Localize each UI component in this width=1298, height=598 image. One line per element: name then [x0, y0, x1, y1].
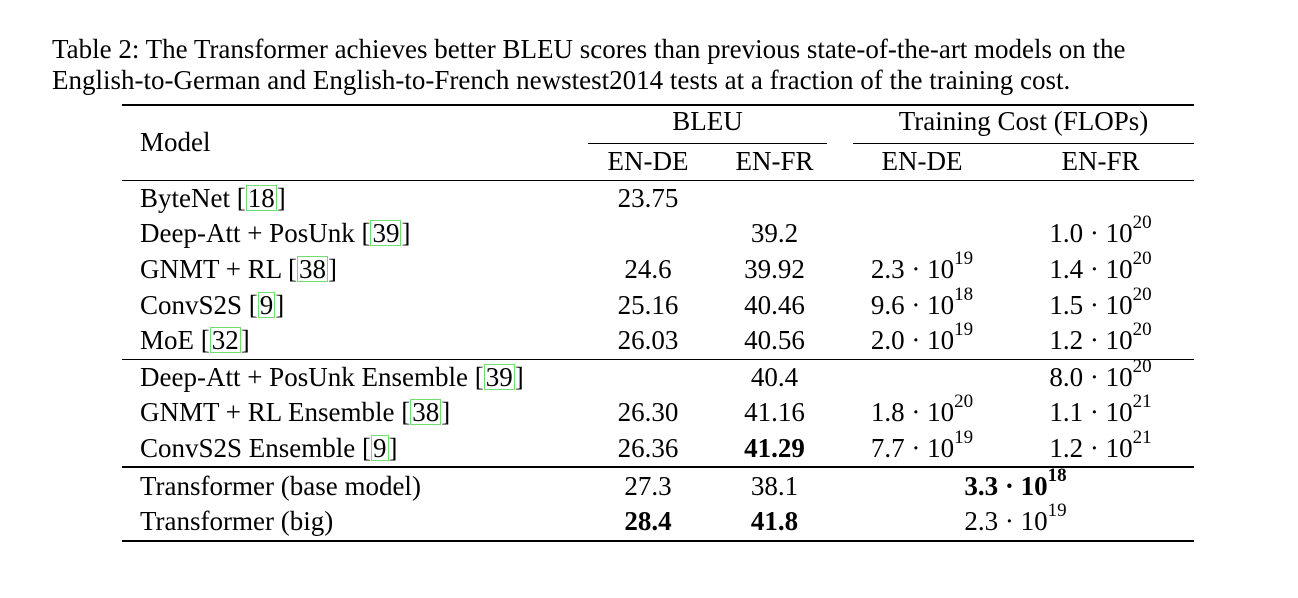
bleu-en-de: 26.30	[617, 397, 679, 428]
bleu-en-fr: 38.1	[750, 470, 799, 501]
cost-en-de	[837, 180, 1007, 216]
cost-en-fr: 8.0 · 1020	[1049, 355, 1152, 392]
cost-en-de: 1.8 · 1020	[870, 391, 974, 428]
bleu-en-de: 28.4	[624, 506, 672, 537]
model-name: Transformer (big)	[140, 506, 334, 537]
bleu-en-de	[584, 216, 712, 252]
header-bleu-en-de: EN-DE	[607, 146, 689, 177]
model-name: MoE [32]	[140, 325, 250, 356]
citation-link[interactable]: 32	[209, 325, 241, 356]
citation-link[interactable]: 38	[410, 397, 442, 428]
table-row: ByteNet [18] 23.75	[122, 180, 1194, 216]
table-row: GNMT + RL Ensemble [38] 26.30 41.16 1.8 …	[122, 391, 1194, 431]
header-cost-en-fr: EN-FR	[1061, 146, 1140, 177]
bleu-en-de	[584, 359, 712, 395]
header-bleu-en-fr: EN-FR	[735, 146, 814, 177]
bleu-en-de: 27.3	[624, 470, 672, 501]
header-bleu-label: BLEU	[588, 106, 827, 144]
cost-en-de: 7.7 · 1019	[870, 427, 974, 464]
model-name: Deep-Att + PosUnk Ensemble [39]	[140, 361, 524, 392]
citation-link[interactable]: 9	[371, 433, 389, 464]
bleu-en-de: 26.36	[617, 433, 679, 464]
bleu-en-fr: 41.8	[750, 506, 799, 537]
table-row: Transformer (big) 28.4 41.8 2.3 · 1019	[122, 500, 1194, 541]
bleu-en-de: 26.03	[617, 325, 679, 356]
model-name: Transformer (base model)	[140, 470, 421, 501]
cost-combined: 3.3 · 1018	[964, 464, 1067, 501]
citation-link[interactable]: 9	[257, 289, 276, 320]
bleu-en-fr: 39.92	[744, 254, 805, 285]
bleu-en-de: 23.75	[617, 182, 679, 213]
bleu-en-fr: 41.16	[744, 397, 805, 428]
table-row: Deep-Att + PosUnk [39] 39.2 1.0 · 1020	[122, 212, 1194, 252]
bleu-en-de: 25.16	[617, 289, 679, 320]
citation-link[interactable]: 39	[483, 361, 515, 392]
cost-combined: 2.3 · 1019	[964, 500, 1067, 537]
table-caption: Table 2: The Transformer achieves better…	[52, 34, 1282, 96]
cost-en-de	[837, 216, 1007, 252]
model-name: ByteNet [18]	[140, 182, 286, 213]
table-row: GNMT + RL [38] 24.6 39.92 2.3 · 1019 1.4…	[122, 248, 1194, 288]
bleu-en-de: 24.6	[624, 254, 672, 285]
results-table: Model BLEU Training Cost (FLOPs) EN-DE E…	[122, 104, 1194, 542]
citation-link[interactable]: 39	[370, 218, 402, 249]
header-cost-label: Training Cost (FLOPs)	[853, 106, 1194, 144]
table-row: ConvS2S Ensemble [9] 26.36 41.29 7.7 · 1…	[122, 427, 1194, 468]
cost-en-fr	[1007, 180, 1194, 216]
cost-en-fr: 1.2 · 1021	[1049, 427, 1152, 464]
cost-en-fr: 1.0 · 1020	[1049, 212, 1152, 249]
bleu-en-fr: 40.56	[744, 325, 805, 356]
citation-link[interactable]: 18	[245, 182, 277, 213]
table-row: Transformer (base model) 27.3 38.1 3.3 ·…	[122, 464, 1194, 504]
cost-en-de	[837, 359, 1007, 395]
header-training-cost: Training Cost (FLOPs)	[837, 105, 1194, 144]
header-row-top: Model BLEU Training Cost (FLOPs)	[122, 105, 1194, 157]
cost-en-de: 2.0 · 1019	[870, 319, 974, 356]
cost-en-fr: 1.5 · 1020	[1049, 283, 1152, 320]
table-row: MoE [32] 26.03 40.56 2.0 · 1019 1.2 · 10…	[122, 319, 1194, 359]
table-row: ConvS2S [9] 25.16 40.46 9.6 · 1018 1.5 ·…	[122, 283, 1194, 323]
model-name: ConvS2S Ensemble [9]	[140, 433, 398, 464]
caption-line-2: English-to-German and English-to-French …	[52, 65, 1071, 95]
bleu-en-fr: 39.2	[750, 218, 799, 249]
bleu-en-fr	[712, 180, 837, 216]
bleu-en-fr: 41.29	[744, 433, 805, 464]
header-row-sub: EN-DE EN-FR EN-DE EN-FR	[122, 144, 1194, 180]
model-name: ConvS2S [9]	[140, 289, 285, 320]
cost-en-de: 2.3 · 1019	[870, 248, 974, 285]
header-cost-en-de: EN-DE	[881, 146, 963, 177]
cost-en-fr: 1.1 · 1021	[1049, 391, 1152, 428]
cost-en-fr: 1.2 · 1020	[1049, 319, 1152, 356]
citation-link[interactable]: 38	[297, 254, 328, 285]
header-bleu: BLEU	[584, 105, 837, 144]
cost-en-fr: 1.4 · 1020	[1049, 248, 1152, 285]
table-row: Deep-Att + PosUnk Ensemble [39] 40.4 8.0…	[122, 355, 1194, 395]
model-name: GNMT + RL Ensemble [38]	[140, 397, 451, 428]
model-name: GNMT + RL [38]	[140, 254, 337, 285]
bleu-en-fr: 40.4	[750, 361, 799, 392]
caption-line-1: Table 2: The Transformer achieves better…	[52, 34, 1126, 64]
cost-en-de: 9.6 · 1018	[870, 283, 974, 320]
bleu-en-fr: 40.46	[744, 289, 805, 320]
model-name: Deep-Att + PosUnk [39]	[140, 218, 411, 249]
header-model: Model	[140, 127, 211, 158]
